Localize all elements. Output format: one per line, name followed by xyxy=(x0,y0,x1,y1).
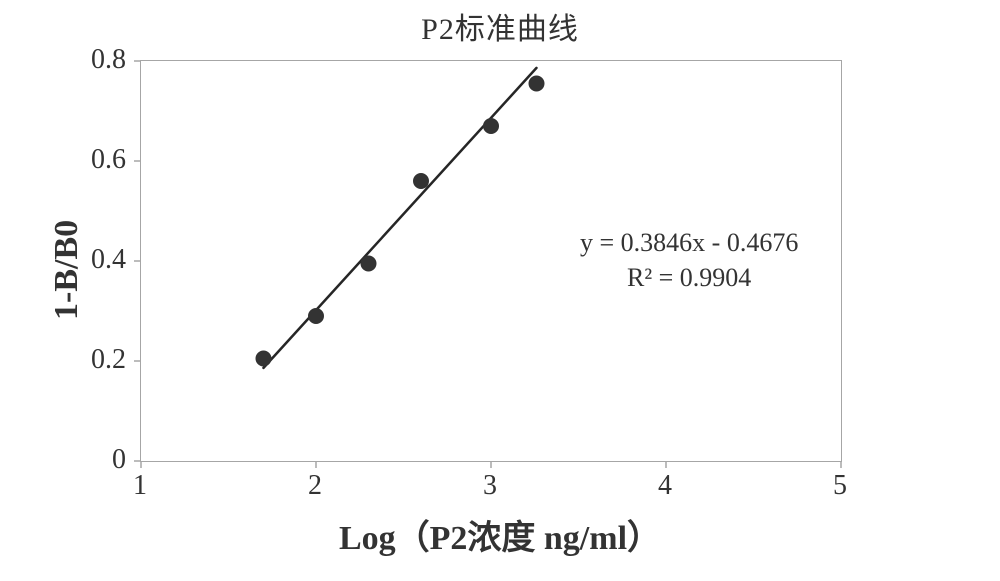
equation-annotation: y = 0.3846x - 0.4676 R² = 0.9904 xyxy=(580,225,798,295)
x-tick-label: 3 xyxy=(483,470,497,502)
equation-line2: R² = 0.9904 xyxy=(580,260,798,295)
y-axis-label: 1-B/B0 xyxy=(48,220,86,320)
x-tick-label: 5 xyxy=(833,470,847,502)
y-tick-label: 0.2 xyxy=(91,344,138,376)
y-tick-label: 0.8 xyxy=(91,44,138,76)
equation-line1: y = 0.3846x - 0.4676 xyxy=(580,225,798,260)
chart-container: P2标准曲线 1-B/B0 Log（P2浓度 ng/ml） y = 0.3846… xyxy=(0,0,1000,581)
x-axis-label: Log（P2浓度 ng/ml） xyxy=(0,510,1000,559)
y-tick-label: 0 xyxy=(112,444,138,476)
x-tick-label: 2 xyxy=(308,470,322,502)
y-tick-label: 0.4 xyxy=(91,244,138,276)
x-tick-label: 4 xyxy=(658,470,672,502)
y-tick-label: 0.6 xyxy=(91,144,138,176)
chart-title: P2标准曲线 xyxy=(0,4,1000,48)
